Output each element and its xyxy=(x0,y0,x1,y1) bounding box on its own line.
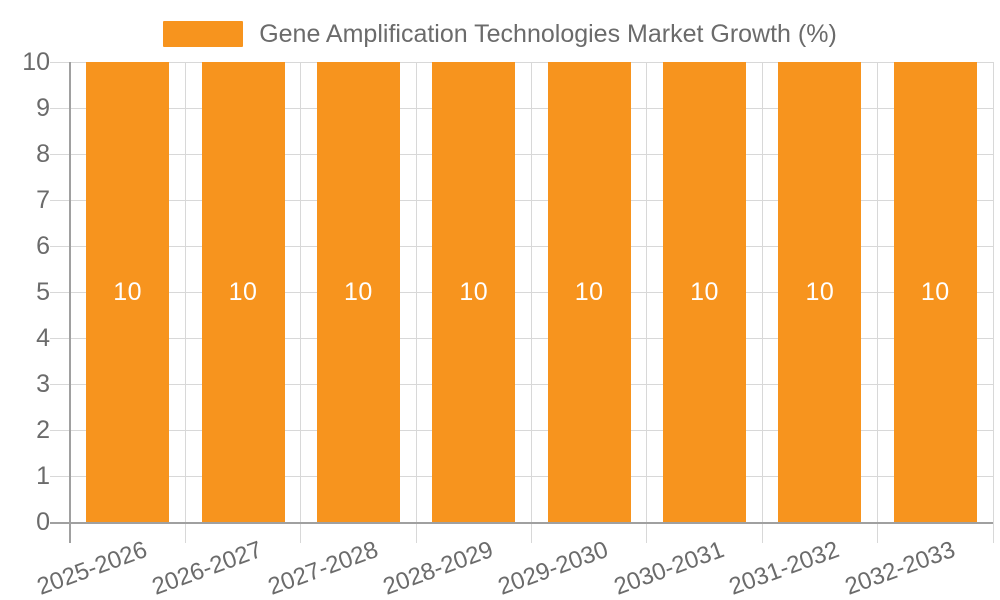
bar[interactable]: 10 xyxy=(893,62,977,522)
bar-value-label: 10 xyxy=(920,277,950,306)
horizontal-gridline xyxy=(50,246,993,247)
x-axis-tick-label: 2029-2030 xyxy=(494,536,613,600)
bar-value-label: 10 xyxy=(805,277,835,306)
y-axis-tick-label: 3 xyxy=(36,370,50,398)
y-axis-tick-label: 7 xyxy=(36,186,50,214)
x-axis-tick-label: 2031-2032 xyxy=(725,536,843,600)
horizontal-gridline xyxy=(50,338,993,339)
bar[interactable]: 10 xyxy=(201,62,285,522)
bar[interactable]: 10 xyxy=(547,62,631,522)
horizontal-gridline xyxy=(50,292,993,293)
bar[interactable]: 10 xyxy=(663,62,747,522)
horizontal-gridline xyxy=(50,154,993,155)
bar[interactable]: 10 xyxy=(86,62,170,522)
horizontal-gridline xyxy=(50,108,993,109)
vertical-gridline xyxy=(761,62,763,543)
vertical-gridline xyxy=(531,62,532,543)
y-axis-tick-label: 2 xyxy=(36,416,50,444)
bar-value-label: 10 xyxy=(574,277,604,306)
y-axis-tick-label: 1 xyxy=(36,462,50,490)
bar[interactable]: 10 xyxy=(778,62,862,522)
bar[interactable]: 10 xyxy=(432,62,516,522)
x-axis-tick-label: 2026-2027 xyxy=(148,536,266,600)
bar-value-label: 10 xyxy=(690,277,719,306)
y-axis-tick-label: 0 xyxy=(36,508,50,536)
y-axis-line xyxy=(68,62,71,543)
vertical-gridline xyxy=(415,62,417,543)
bar-value-label: 10 xyxy=(344,277,373,306)
x-axis-tick-label: 2025-2026 xyxy=(33,536,151,600)
x-axis-tick-label: 2030-2031 xyxy=(610,536,728,600)
horizontal-gridline xyxy=(50,62,993,63)
y-axis-tick-label: 10 xyxy=(22,48,50,76)
horizontal-gridline xyxy=(50,200,993,201)
vertical-gridline xyxy=(877,62,879,543)
horizontal-gridline xyxy=(50,430,993,431)
vertical-gridline xyxy=(184,62,186,543)
x-axis-tick-label: 2028-2029 xyxy=(379,536,497,600)
bar-value-label: 10 xyxy=(113,277,143,306)
y-axis-tick-label: 6 xyxy=(36,232,50,260)
vertical-gridline xyxy=(992,62,994,543)
vertical-gridline xyxy=(646,62,648,543)
horizontal-gridline xyxy=(50,384,993,385)
bar[interactable]: 10 xyxy=(316,62,400,522)
bar-value-label: 10 xyxy=(459,277,489,306)
bar-value-label: 10 xyxy=(228,277,258,306)
legend-label[interactable]: Gene Amplification Technologies Market G… xyxy=(259,20,837,48)
x-axis-tick-label: 2032-2033 xyxy=(841,536,959,600)
horizontal-gridline xyxy=(50,476,993,477)
x-axis-line xyxy=(50,522,993,524)
x-axis-tick-label: 2027-2028 xyxy=(264,536,382,600)
y-axis-tick-label: 9 xyxy=(36,94,50,122)
legend[interactable]: Gene Amplification Technologies Market G… xyxy=(0,17,1000,51)
y-axis-tick-label: 4 xyxy=(36,324,50,352)
y-axis-tick-label: 8 xyxy=(36,140,50,168)
y-axis-tick-label: 5 xyxy=(36,278,50,306)
legend-swatch[interactable] xyxy=(163,21,244,47)
vertical-gridline xyxy=(300,62,302,543)
